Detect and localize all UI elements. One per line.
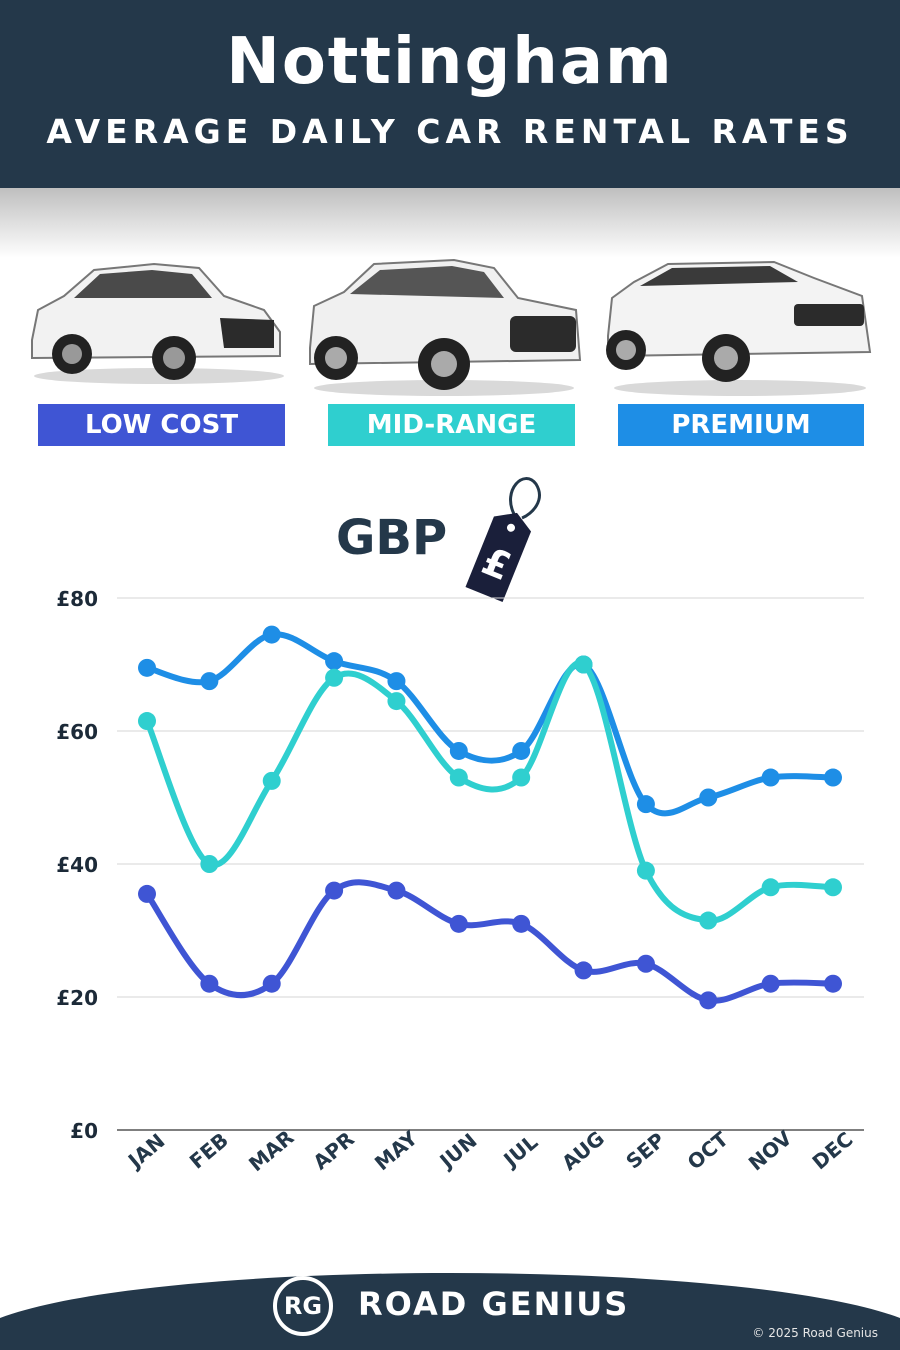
road-genius-logo-icon: RG (273, 1276, 333, 1336)
price-tag-icon: £ (465, 477, 541, 602)
data-point-mid-range (574, 655, 593, 674)
x-tick-label: JUL (497, 1130, 542, 1173)
data-point-low-cost (699, 991, 718, 1010)
series-line-mid-range (144, 660, 836, 924)
data-point-premium (636, 795, 655, 814)
x-tick-label: MAR (244, 1125, 298, 1176)
x-tick-label: SEP (621, 1128, 669, 1174)
header-banner: Nottingham AVERAGE DAILY CAR RENTAL RATE… (0, 0, 900, 188)
data-point-low-cost (200, 974, 219, 993)
data-point-low-cost (824, 974, 842, 993)
y-tick-label: £80 (56, 587, 98, 611)
brand-name: ROAD GENIUS (358, 1285, 630, 1323)
data-point-mid-range (325, 668, 344, 687)
data-point-mid-range (200, 855, 219, 873)
logo-initials: RG (283, 1292, 323, 1320)
suv-car-image (309, 258, 582, 396)
data-point-premium (761, 768, 780, 787)
data-point-mid-range (262, 771, 281, 790)
y-tick-label: £60 (56, 720, 98, 744)
legend-low-cost: LOW COST (38, 404, 285, 446)
data-point-mid-range (699, 911, 718, 930)
hatchback-car-image (31, 262, 284, 384)
legend-mid-range-label: MID-RANGE (366, 410, 537, 440)
footer-banner (0, 1273, 900, 1350)
legend-mid-range: MID-RANGE (328, 404, 575, 446)
data-point-low-cost (325, 881, 344, 900)
data-point-low-cost (512, 914, 531, 933)
data-point-mid-range (761, 878, 780, 897)
data-point-low-cost (636, 954, 655, 973)
data-point-mid-range (387, 692, 406, 711)
page-title: Nottingham (226, 25, 674, 99)
data-point-premium (262, 625, 281, 644)
rental-rates-line-chart: £0 £20 £40 £60 £80 JAN FEB MAR APR MAY JUN JUL AUG SE… (56, 587, 864, 1176)
data-point-premium (200, 672, 219, 691)
data-point-premium (512, 741, 531, 760)
legend-low-cost-label: LOW COST (84, 410, 239, 440)
data-point-low-cost (138, 884, 156, 903)
series-line-low-cost (144, 879, 836, 1004)
data-point-premium (699, 788, 718, 807)
y-tick-label: £0 (70, 1119, 98, 1143)
x-tick-label: FEB (185, 1128, 233, 1174)
x-tick-label: DEC (808, 1127, 858, 1174)
legend-premium: PREMIUM (618, 404, 864, 446)
x-tick-label: AUG (557, 1126, 609, 1175)
data-point-mid-range (449, 768, 468, 787)
x-tick-label: APR (308, 1127, 358, 1175)
premium-suv-car-image (606, 260, 872, 396)
data-point-premium (824, 768, 842, 787)
data-point-low-cost (449, 914, 468, 933)
data-point-mid-range (512, 768, 531, 787)
data-point-mid-range (636, 861, 655, 880)
data-point-low-cost (262, 974, 281, 993)
x-tick-label: MAY (370, 1126, 423, 1176)
data-point-low-cost (574, 961, 593, 980)
data-point-premium (449, 741, 468, 760)
x-tick-label: OCT (683, 1127, 733, 1175)
x-tick-label: NOV (744, 1125, 797, 1175)
x-tick-label: JAN (122, 1129, 169, 1174)
header-shadow (0, 188, 900, 258)
data-point-low-cost (761, 974, 780, 993)
data-point-premium (138, 658, 156, 677)
copyright-text: © 2025 Road Genius (752, 1326, 878, 1340)
data-point-mid-range (138, 712, 156, 731)
data-point-premium (325, 652, 344, 671)
y-tick-label: £40 (56, 853, 98, 877)
data-point-mid-range (824, 878, 842, 897)
page-subtitle: AVERAGE DAILY CAR RENTAL RATES (46, 112, 854, 151)
legend-premium-label: PREMIUM (671, 410, 811, 440)
data-point-low-cost (387, 881, 406, 900)
x-tick-label: JUN (434, 1128, 482, 1174)
data-point-premium (387, 672, 406, 691)
currency-label: GBP (336, 510, 448, 566)
y-tick-label: £20 (56, 986, 98, 1010)
